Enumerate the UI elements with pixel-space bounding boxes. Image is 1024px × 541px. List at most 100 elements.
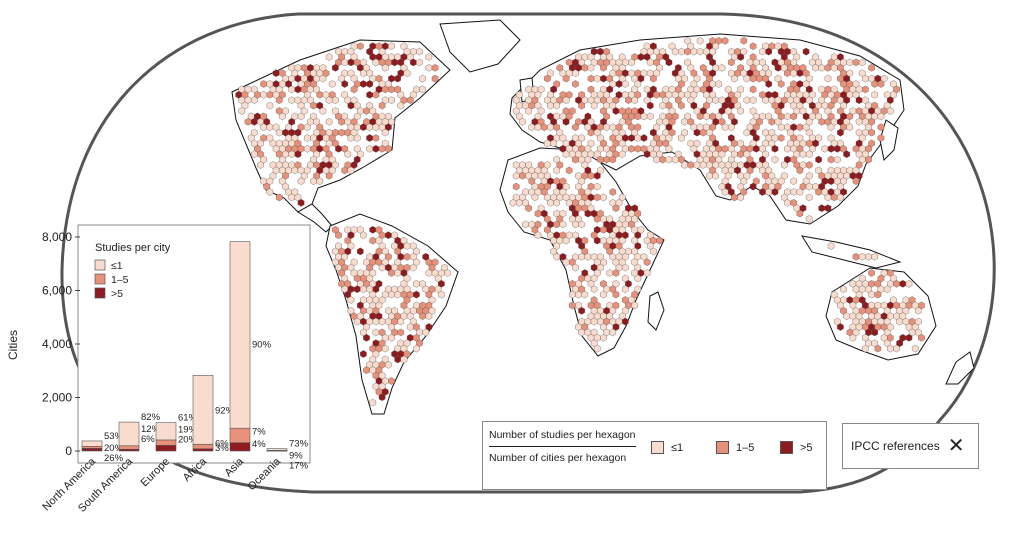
hexagon-cell — [858, 252, 866, 261]
hexagon-cell — [843, 312, 850, 321]
hexagon-cell — [512, 171, 520, 180]
hexagon-cell — [578, 252, 585, 261]
hexagon-cell — [749, 42, 757, 51]
hexagon-cell — [578, 328, 585, 337]
hexagon-cell — [335, 144, 342, 153]
hexagon-cell — [403, 252, 411, 261]
hexagon-cell — [553, 101, 560, 110]
hexagon-cell — [266, 101, 274, 110]
hexagon-cell — [360, 350, 367, 358]
hexagon-cell — [238, 107, 246, 115]
hexagon-cell — [715, 80, 723, 88]
hexagon-cell — [416, 58, 423, 67]
hexagon-cell — [347, 296, 355, 304]
hexagon-cell — [805, 161, 813, 169]
hexagon-cell — [388, 269, 395, 277]
hexagon-cell — [622, 317, 629, 326]
bar-percent-label: 3% — [215, 443, 229, 454]
hexagon-cell — [288, 96, 295, 105]
hexagon-cell — [394, 269, 401, 277]
bar-segment — [155, 439, 177, 446]
hexagon-cell — [388, 96, 395, 105]
bar-percent-label: 92% — [215, 406, 235, 417]
hexagon-cell — [865, 155, 872, 164]
hexagon-cell — [712, 96, 719, 105]
hexagon-cell — [344, 150, 352, 159]
hexagon-cell — [834, 144, 841, 153]
hexagon-cell — [341, 166, 348, 175]
bar-segment — [192, 375, 214, 445]
hexagon-cell — [865, 252, 872, 261]
hexagon-cell — [837, 128, 844, 137]
hexagon-cell — [304, 134, 311, 142]
hexagon-cell — [824, 63, 832, 72]
hexagon-cell — [659, 101, 666, 110]
bar-segment — [192, 448, 214, 452]
hexagon-cell — [569, 290, 576, 299]
hexagon-cell — [877, 123, 885, 132]
hexagon-cell — [640, 134, 648, 142]
hexagon-cell — [743, 128, 751, 137]
y-tick-label: 0 — [65, 444, 72, 458]
hexagon-cell — [827, 123, 835, 132]
hexagon-cell — [643, 258, 651, 267]
hexagon-cell — [378, 144, 386, 153]
hexagon-cell — [406, 96, 414, 105]
hexagon-cell — [837, 323, 844, 331]
hexagon-cell — [572, 220, 579, 229]
hexagon-cell — [699, 128, 707, 137]
hexagon-cell — [771, 155, 779, 164]
legend-label-high: >5 — [800, 441, 813, 454]
hexagon-cell — [737, 53, 744, 61]
hexagon-cell — [260, 80, 267, 88]
hexagon-cell — [360, 69, 367, 78]
legend-title: Studies per city — [95, 242, 171, 254]
ipcc-references-toggle[interactable]: IPCC references ✕ — [842, 423, 979, 469]
hexagon-cell — [357, 247, 364, 256]
hexagon-cell — [696, 36, 704, 45]
hexagon-cell — [765, 80, 772, 88]
hexagon-cell — [643, 269, 651, 277]
hexagon-cell — [360, 231, 367, 240]
hexagon-cell — [522, 220, 529, 229]
hexagon-cell — [425, 269, 433, 277]
hexagon-cell — [915, 306, 922, 315]
hexagon-cell — [391, 58, 398, 67]
hexagon-cell — [260, 90, 267, 99]
hexagon-cell — [665, 58, 673, 67]
hexagon-cell — [353, 134, 361, 142]
inset-legend-swatch — [94, 287, 106, 299]
hexagon-cell — [550, 139, 557, 148]
hexagon-cell — [304, 144, 311, 153]
hexagon-cell — [272, 69, 280, 78]
hexagon-cell — [584, 209, 592, 218]
hexagon-cell — [600, 333, 607, 342]
hexagon-cell — [893, 344, 900, 353]
hexagon-cell — [731, 193, 738, 202]
x-icon[interactable]: ✕ — [947, 435, 965, 457]
hexagon-cell — [600, 193, 607, 202]
hexagon-cell — [422, 328, 430, 337]
hexagon-cell — [790, 188, 797, 196]
hexagon-cell — [562, 236, 570, 245]
hexagon-cell — [877, 80, 885, 88]
hexagon-cell — [385, 360, 392, 369]
hexagon-cell — [363, 366, 370, 375]
hexagon-cell — [587, 63, 595, 72]
hexagon-cell — [381, 128, 389, 137]
hexagon-cell — [413, 290, 420, 299]
hexagon-cell — [718, 63, 726, 72]
hexagon-cell — [731, 74, 738, 83]
hexagon-cell — [749, 74, 757, 83]
hexagon-cell — [288, 85, 295, 94]
hexagon-cell — [693, 161, 701, 169]
inset-legend-label: >5 — [111, 288, 123, 300]
hexagon-cell — [646, 101, 654, 110]
hexagon-cell — [366, 80, 373, 88]
hexagon-cell — [338, 128, 345, 137]
ipcc-references-label: IPCC references — [851, 439, 940, 453]
hexagon-cell — [603, 155, 610, 164]
hexagon-cell — [678, 134, 685, 142]
hexagon-cell — [868, 269, 875, 277]
